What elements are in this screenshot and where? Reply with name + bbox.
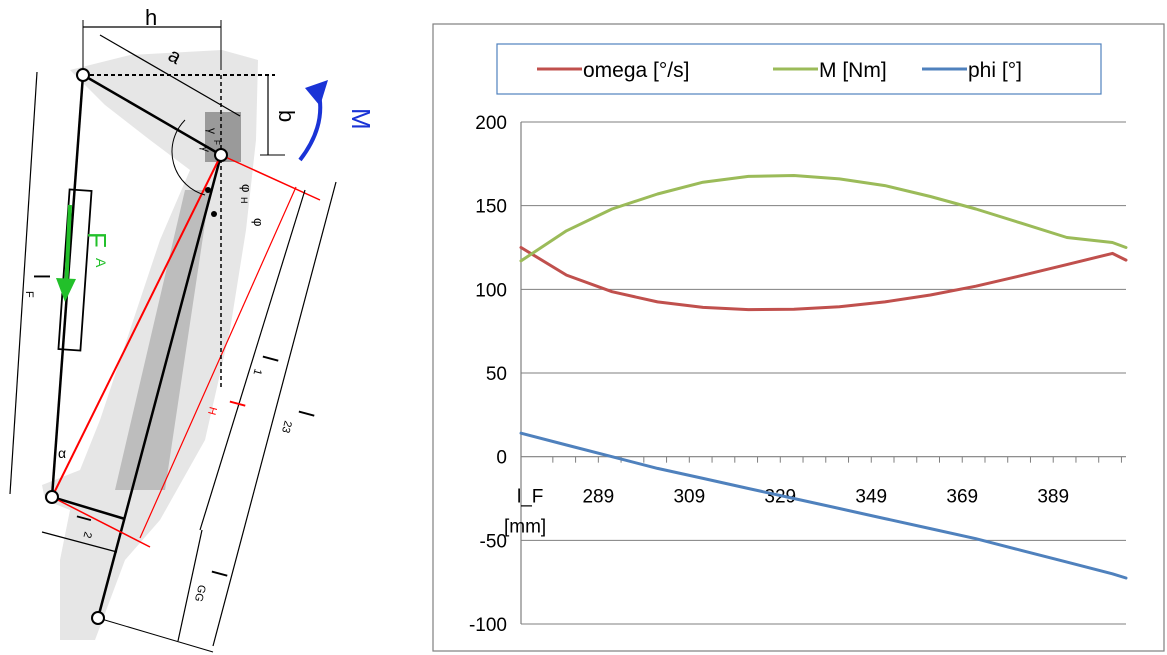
angle-arc-gamma (171, 119, 206, 196)
strut-silhouette (115, 190, 210, 490)
pivot-center (214, 148, 228, 162)
label-phi: φ (251, 218, 266, 226)
point-phi-h (205, 187, 211, 193)
x-axis: 289 309 329 349 369 389 l_F [mm] (504, 456, 1126, 538)
y-axis: -100 -50 0 50 100 150 200 (469, 113, 522, 636)
x-tick-label: 369 (946, 487, 978, 508)
y-tick-label: 50 (486, 364, 507, 385)
y-tick-label: -100 (469, 615, 507, 636)
legend-items: omega [°/s] M [Nm] phi [°] (537, 59, 1022, 82)
label-l2: l (72, 513, 94, 523)
y-tick-label: 200 (475, 113, 507, 134)
point-phi (211, 211, 217, 217)
label-gamma: γ (199, 146, 213, 152)
label-lf-sub: F (23, 291, 35, 298)
mechanism-diagram: h a b M F A l F α l 1 l H l 23 l 2 l GG … (9, 5, 376, 653)
label-l2-sub: 2 (81, 530, 94, 539)
legend-box (496, 43, 1102, 95)
dim-l2 (41, 531, 118, 553)
label-gamma-f-sub: F (212, 140, 221, 145)
dim-l1 (199, 189, 306, 531)
dim-lf (9, 71, 38, 495)
force-arrowhead (56, 278, 76, 302)
label-gamma-f: γ (205, 128, 219, 134)
legend-label: phi [°] (968, 59, 1022, 82)
y-tick-label: 150 (475, 197, 507, 218)
x-axis-title-line: l_F (517, 487, 543, 508)
label-lh: l (224, 398, 249, 409)
pivot-bottom-left (45, 490, 59, 504)
label-phi-h: φ (239, 184, 254, 192)
force-arrow (64, 204, 72, 291)
x-tick-label: 329 (764, 487, 796, 508)
legend: omega [°/s] M [Nm] phi [°] (496, 43, 1102, 95)
label-lf: l (29, 274, 54, 279)
y-tick-label: 0 (496, 448, 507, 469)
lever-l1 (96, 154, 223, 619)
red-line-bottom (51, 496, 151, 548)
legend-label: M [Nm] (819, 59, 887, 82)
dim-bottom-ext (97, 617, 214, 653)
dim-a (99, 34, 241, 117)
pivot-bottom (91, 611, 105, 625)
label-l1: l (257, 353, 282, 364)
moment-arrowhead (305, 80, 328, 106)
label-alpha: α (58, 445, 66, 461)
link-a (82, 73, 222, 157)
series-line-phi (519, 431, 1128, 580)
label-b: b (274, 110, 299, 122)
label-l23: l (293, 408, 318, 419)
label-lgg: l (206, 568, 231, 579)
x-axis-title-line: [mm] (504, 517, 546, 538)
dim-l23 (212, 181, 337, 647)
y-tick-label: -50 (480, 531, 507, 552)
x-tick-label: 349 (855, 487, 887, 508)
line-chart: -100 -50 0 50 100 150 200 289 309 329 349 369 389 l_… (432, 23, 1165, 652)
series-line-M (519, 174, 1128, 263)
red-line-lh (51, 154, 222, 498)
gridlines (521, 121, 1126, 625)
series-line-omega (519, 246, 1128, 312)
series-lines (519, 174, 1128, 580)
link-l2 (51, 495, 126, 521)
cylinder-outline (57, 188, 93, 352)
label-f-sub: A (93, 258, 109, 268)
pivot-top-left (76, 68, 90, 82)
label-l1-sub: 1 (251, 367, 264, 376)
label-phi-h-sub: H (239, 197, 249, 204)
chart-frame (432, 23, 1165, 652)
red-line-center (220, 154, 321, 201)
x-tick-label: 289 (582, 487, 614, 508)
legend-label: omega [°/s] (583, 59, 689, 82)
x-tick-label: 389 (1037, 487, 1069, 508)
label-lgg-sub: GG (192, 583, 208, 603)
label-lh-sub: H (205, 405, 219, 416)
label-h: h (145, 5, 157, 30)
x-tick-label: 309 (673, 487, 705, 508)
label-f: F (82, 232, 112, 248)
dim-lgg (177, 529, 203, 642)
label-m: M (346, 108, 376, 130)
y-tick-label: 100 (475, 280, 507, 301)
label-l23-sub: 23 (279, 419, 294, 434)
red-dimension-lh (139, 186, 297, 539)
